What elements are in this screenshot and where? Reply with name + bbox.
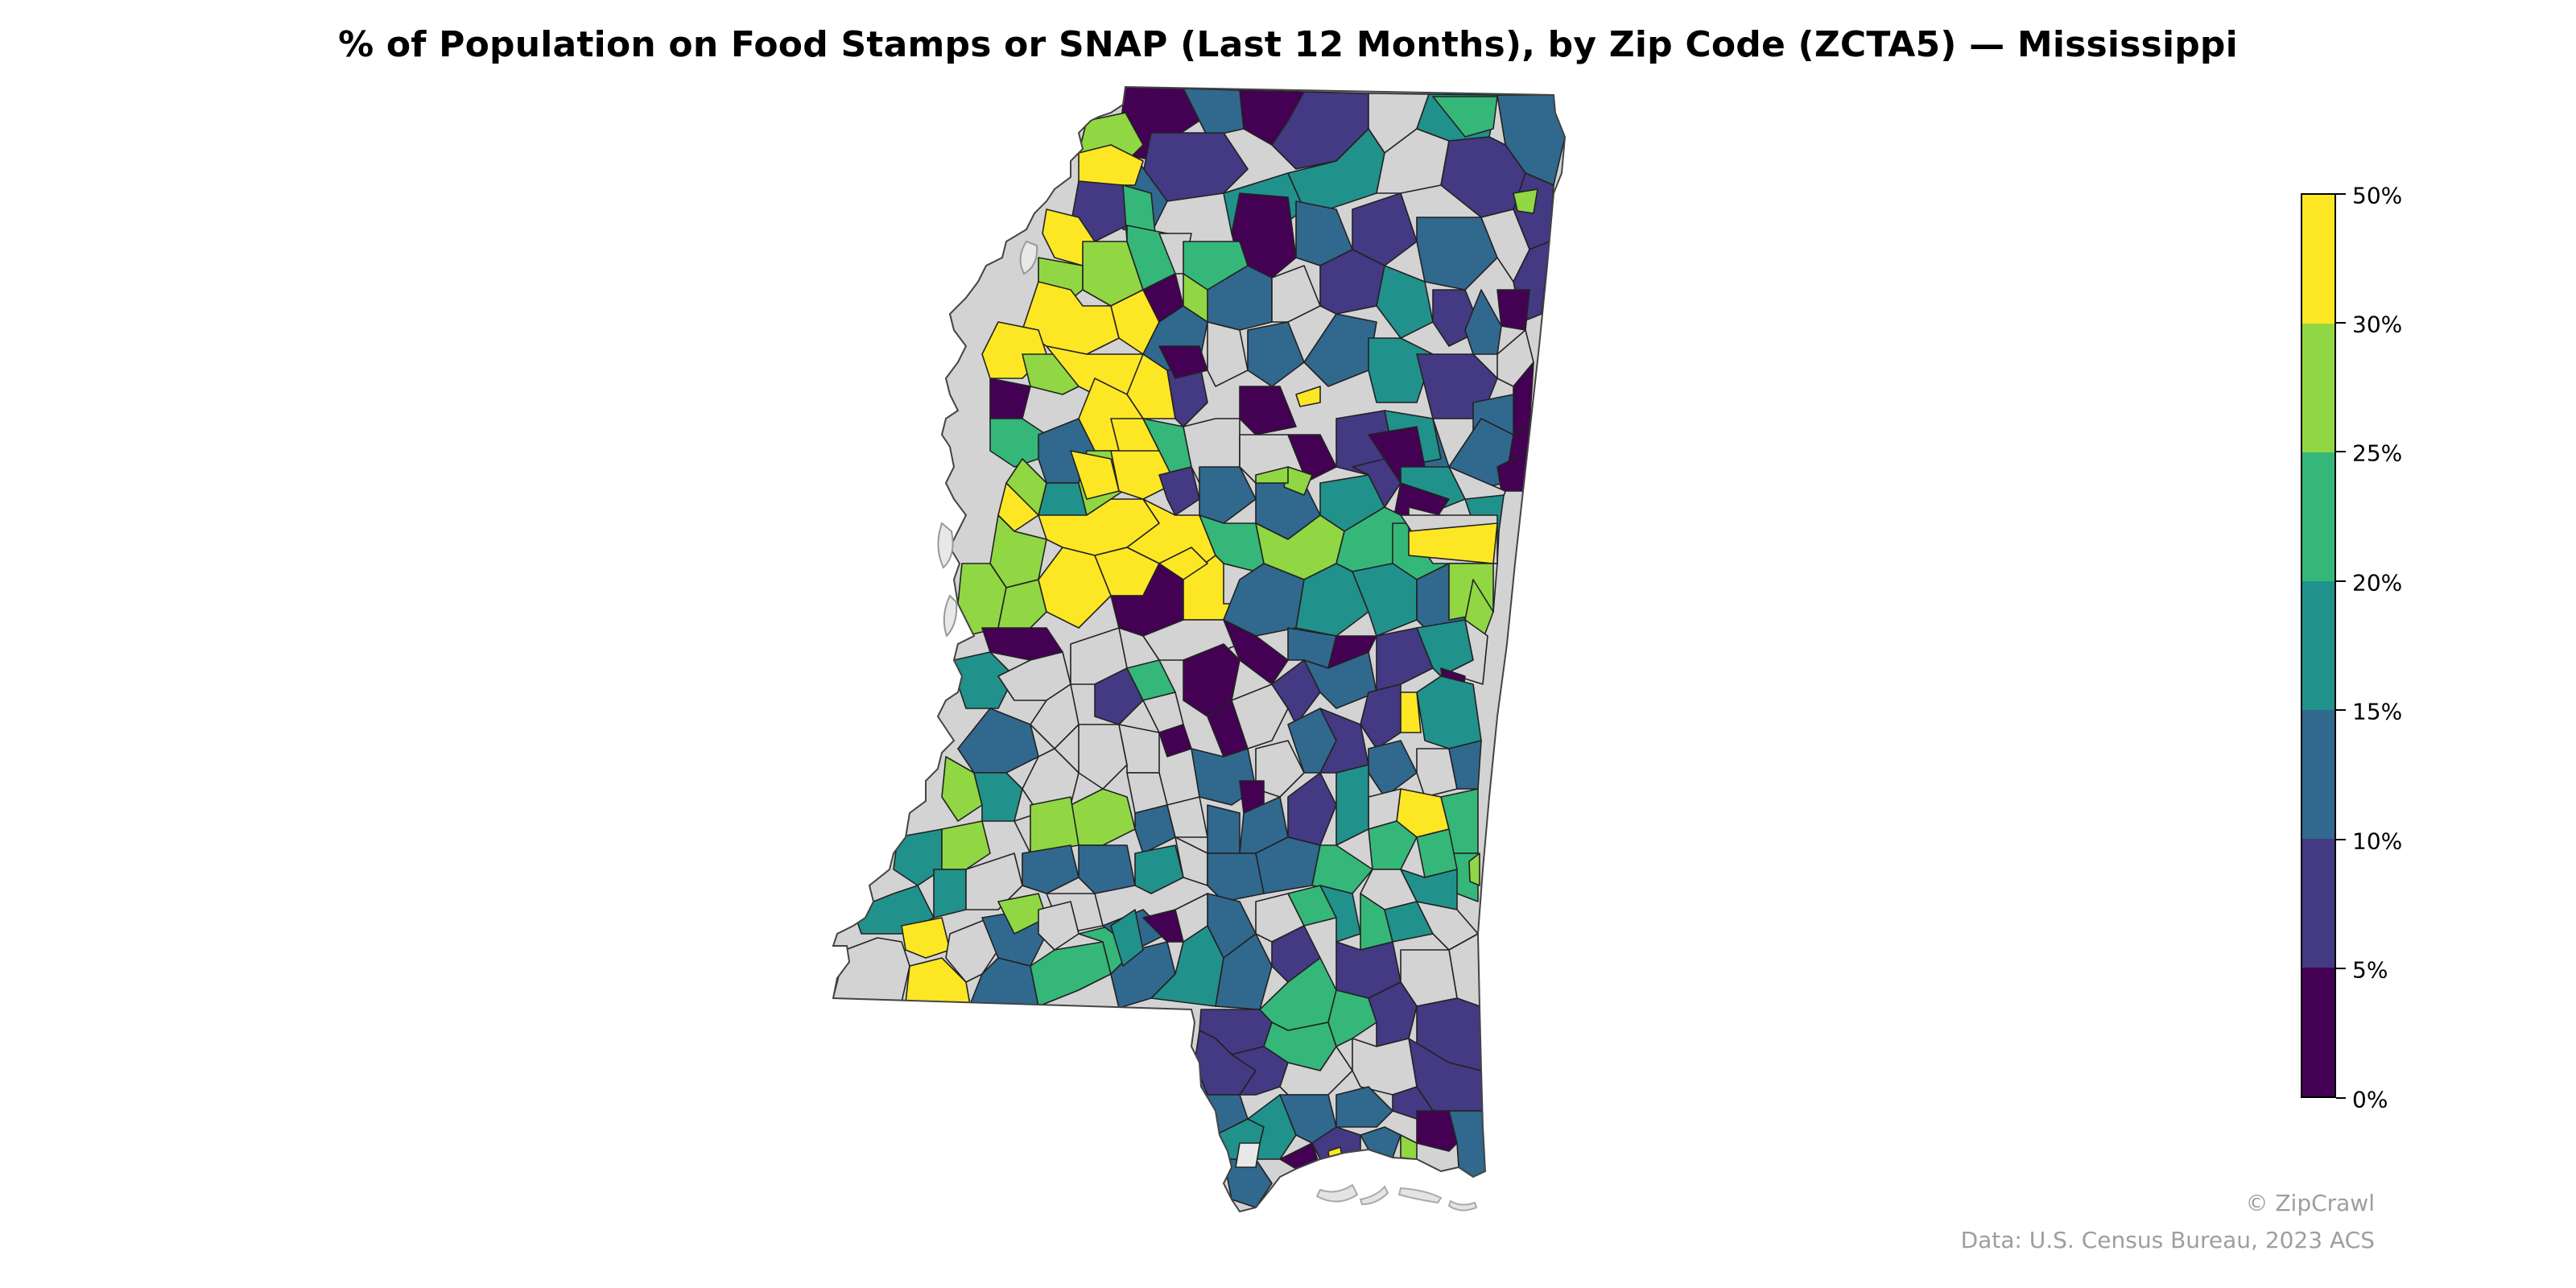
colorbar-tick-label: 15% [2352, 698, 2403, 725]
zcta-polygons [833, 87, 1565, 1208]
colorbar-bin-0-5 [2302, 968, 2334, 1096]
colorbar-tick-label: 0% [2352, 1086, 2388, 1113]
colorbar-tick-label: 50% [2352, 182, 2403, 209]
colorbar-tick [2336, 709, 2346, 711]
colorbar-bin-15-20 [2302, 581, 2334, 710]
colorbar-tick [2336, 580, 2346, 582]
colorbar-bin-5-10 [2302, 839, 2334, 968]
colorbar-bin-20-25 [2302, 452, 2334, 581]
colorbar-bin-30-50 [2302, 195, 2334, 324]
colorbar-tick-label: 20% [2352, 569, 2403, 597]
colorbar-tick [2336, 968, 2346, 969]
colorbar-tick-label: 25% [2352, 440, 2403, 467]
river-features [937, 240, 1038, 638]
chart-title: % of Population on Food Stamps or SNAP (… [338, 24, 2238, 65]
colorbar-bin-10-15 [2302, 710, 2334, 839]
colorbar-bin-25-30 [2302, 324, 2334, 452]
colorbar-tick [2336, 839, 2346, 840]
colorbar-tick [2336, 451, 2346, 452]
colorbar-tick-label: 30% [2352, 311, 2403, 338]
colorbar-tick [2336, 322, 2346, 324]
colorbar-tick-label: 5% [2352, 956, 2388, 984]
copyright-credit: © ZipCrawl [2245, 1190, 2375, 1216]
colorbar-tick-label: 10% [2352, 828, 2403, 855]
colorbar-tick [2336, 193, 2346, 195]
colorbar-tick [2336, 1097, 2346, 1099]
data-source-credit: Data: U.S. Census Bureau, 2023 ACS [1960, 1227, 2375, 1253]
barrier-islands [1315, 1183, 1478, 1212]
colorbar [2301, 193, 2336, 1098]
